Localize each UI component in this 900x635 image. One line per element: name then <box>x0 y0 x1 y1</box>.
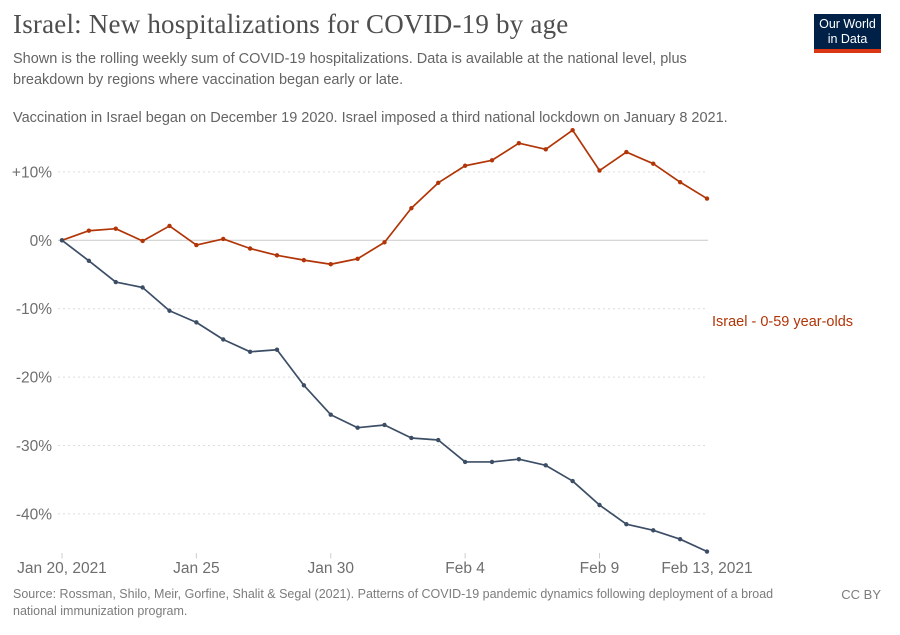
line-chart: +10% 0% -10% -20% -30% -40% Jan 20, 2021 Jan 25… <box>0 125 900 590</box>
data-point <box>624 521 629 527</box>
owid-logo[interactable]: Our World in Data <box>814 14 881 53</box>
data-point <box>489 459 495 465</box>
x-tick-label: Feb 9 <box>580 560 620 577</box>
data-point <box>355 425 360 430</box>
data-point <box>274 253 280 258</box>
data-point <box>704 549 710 554</box>
data-point <box>86 228 92 233</box>
data-point <box>436 180 441 186</box>
data-point <box>543 147 548 152</box>
data-point <box>59 238 65 243</box>
data-point <box>382 240 387 245</box>
x-tick-label: Feb 13, 2021 <box>661 560 752 577</box>
owid-logo-line-2: in Data <box>827 32 868 46</box>
data-point <box>113 279 118 285</box>
data-point <box>221 337 226 342</box>
source-text: Source: Rossman, Shilo, Meir, Gorfine, S… <box>13 586 813 620</box>
y-tick-label: +10% <box>12 164 52 181</box>
data-point <box>462 163 468 168</box>
data-point <box>328 412 333 417</box>
data-point <box>355 256 360 261</box>
data-point <box>597 502 602 508</box>
data-point <box>516 140 522 146</box>
data-point <box>570 127 575 133</box>
data-point <box>167 308 172 313</box>
data-point <box>597 168 602 173</box>
data-point <box>140 285 145 290</box>
series-label-0-59: Israel - 0-59 year-olds <box>712 314 854 330</box>
x-tick-label: Jan 25 <box>173 560 220 577</box>
source-line-1: Source: Rossman, Shilo, Meir, Gorfine, S… <box>13 587 774 601</box>
source-line-2: national immunization program. <box>13 604 188 618</box>
data-point <box>543 463 548 468</box>
data-point <box>651 528 656 533</box>
chart-svg[interactable]: +10% 0% -10% -20% -30% -40% Jan 20, 2021 Jan 25… <box>0 125 900 590</box>
data-point <box>247 349 253 354</box>
data-point <box>409 205 414 211</box>
data-point <box>570 478 575 484</box>
y-tick-label: -30% <box>16 438 52 455</box>
data-point <box>274 347 280 352</box>
data-point <box>221 236 226 242</box>
subtitle-line-2: breakdown by regions where vaccination b… <box>13 72 404 88</box>
data-point <box>247 246 253 251</box>
data-point <box>409 435 414 441</box>
data-point <box>113 226 118 231</box>
data-point <box>301 257 307 263</box>
chart-subtitle: Shown is the rolling weekly sum of COVID… <box>13 49 803 91</box>
chart-header: Israel: New hospitalizations for COVID-1… <box>13 0 803 129</box>
subtitle-line-1: Shown is the rolling weekly sum of COVID… <box>13 51 687 67</box>
data-point <box>516 456 522 462</box>
data-point <box>194 242 199 248</box>
owid-logo-line-1: Our World <box>819 17 876 31</box>
chart-note: Vaccination in Israel began on December … <box>13 110 728 126</box>
series-line <box>61 239 708 553</box>
y-tick-label: -10% <box>16 301 52 318</box>
data-point <box>301 383 307 388</box>
license-badge[interactable]: CC BY <box>841 587 881 602</box>
data-point <box>140 238 145 244</box>
data-point <box>382 422 387 428</box>
data-point <box>194 320 199 325</box>
y-tick-label: -40% <box>16 506 52 523</box>
data-point <box>167 223 172 229</box>
data-point <box>704 196 710 201</box>
data-point <box>328 262 333 267</box>
data-point <box>651 161 656 166</box>
x-tick-label: Jan 20, 2021 <box>17 560 107 577</box>
y-tick-label: 0% <box>30 233 53 250</box>
data-point <box>462 459 468 465</box>
data-point <box>489 158 495 163</box>
data-point <box>677 179 683 185</box>
page-title: Israel: New hospitalizations for COVID-1… <box>13 9 569 39</box>
data-point <box>436 437 441 443</box>
x-tick-label: Feb 4 <box>445 560 485 577</box>
data-point <box>86 258 92 264</box>
x-tick-label: Jan 30 <box>307 560 354 577</box>
data-point <box>677 537 683 542</box>
y-tick-label: -20% <box>16 370 52 387</box>
data-point <box>624 149 629 155</box>
